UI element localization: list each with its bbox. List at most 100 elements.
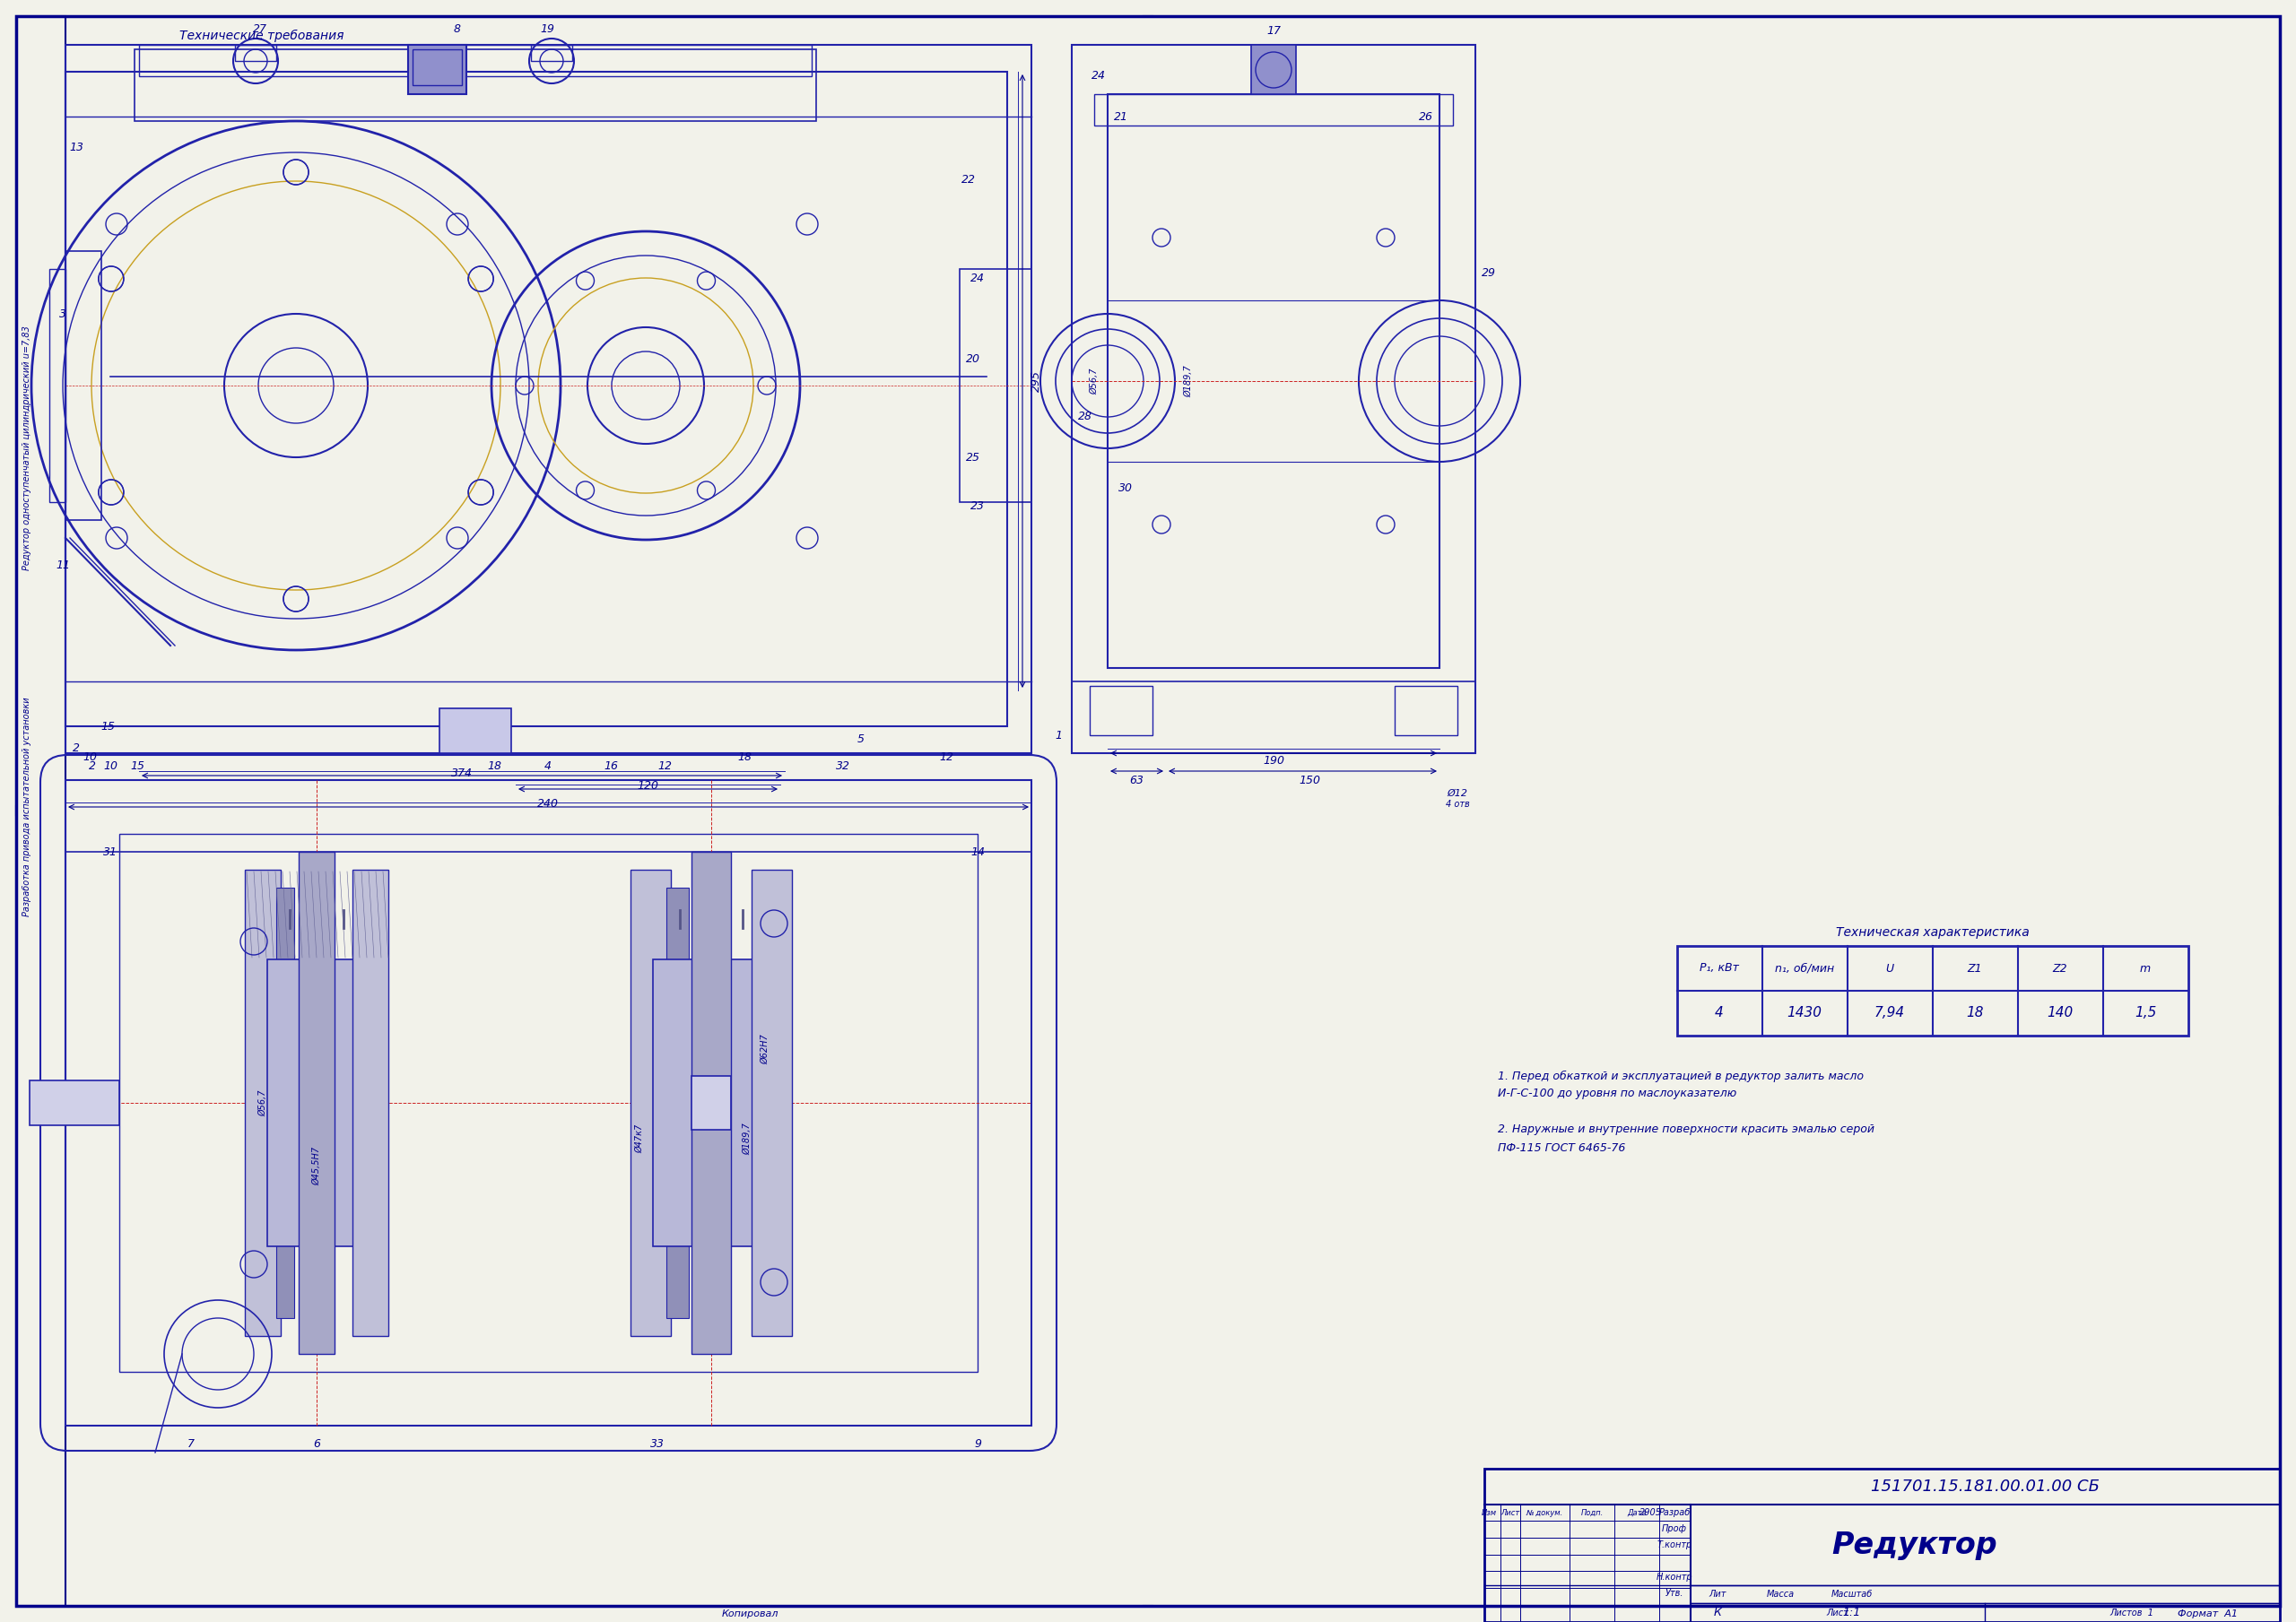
Bar: [276, 887, 294, 1319]
Bar: [234, 45, 276, 62]
Bar: [1483, 1468, 2280, 1622]
Text: 27: 27: [253, 23, 266, 34]
Text: 10: 10: [83, 753, 96, 764]
Text: 5: 5: [856, 733, 866, 746]
Bar: [1107, 94, 1440, 668]
Text: 9: 9: [974, 1437, 980, 1450]
Bar: [1095, 94, 1453, 125]
Text: Масштаб: Масштаб: [1832, 1590, 1874, 1599]
Text: 29: 29: [1481, 268, 1497, 279]
Bar: [140, 45, 813, 76]
Bar: [413, 49, 461, 86]
Text: 240: 240: [537, 798, 558, 809]
Bar: [1072, 45, 1476, 753]
Text: Утв.: Утв.: [1665, 1590, 1683, 1598]
Text: Техническая характеристика: Техническая характеристика: [1837, 926, 2030, 939]
Bar: [1251, 45, 1295, 94]
Text: P₁, кВт: P₁, кВт: [1699, 962, 1738, 975]
Bar: [631, 869, 670, 1337]
Text: 16: 16: [604, 761, 618, 772]
Text: 15: 15: [131, 761, 145, 772]
Text: Формат  А1: Формат А1: [2179, 1609, 2239, 1619]
Text: Разработка привода испытательной установки: Разработка привода испытательной установ…: [23, 697, 32, 916]
Text: Масса: Масса: [1766, 1590, 1793, 1599]
Text: 2: 2: [90, 761, 96, 772]
Text: 4 отв: 4 отв: [1446, 800, 1469, 809]
Text: 24: 24: [971, 272, 985, 284]
Text: 8: 8: [455, 23, 461, 34]
Text: 63: 63: [1130, 774, 1143, 787]
Text: 33: 33: [650, 1437, 664, 1450]
Text: Н.контр: Н.контр: [1655, 1573, 1692, 1581]
Bar: [298, 852, 335, 1354]
Text: 6: 6: [312, 1437, 319, 1450]
Text: U: U: [1885, 962, 1894, 975]
Text: 30: 30: [1118, 483, 1132, 495]
Text: 140: 140: [2048, 1007, 2073, 1020]
Bar: [1091, 686, 1153, 735]
Text: Ø62Н7: Ø62Н7: [760, 1033, 769, 1064]
Text: 3: 3: [60, 308, 67, 320]
Bar: [67, 780, 1031, 1426]
Text: 7: 7: [188, 1437, 195, 1450]
Text: Подп.: Подп.: [1580, 1508, 1603, 1517]
Bar: [67, 71, 1008, 727]
Bar: [16, 16, 67, 1606]
Text: К: К: [1713, 1606, 1722, 1619]
Text: Ø189,7: Ø189,7: [1185, 365, 1194, 397]
Text: 18: 18: [737, 753, 751, 764]
Text: Редуктор: Редуктор: [1832, 1530, 1998, 1560]
Bar: [135, 49, 815, 122]
Text: Лит: Лит: [1708, 1590, 1727, 1599]
Text: 374: 374: [450, 767, 473, 779]
Text: 18: 18: [487, 761, 501, 772]
Text: 12: 12: [939, 753, 953, 764]
Bar: [48, 269, 67, 503]
Text: 19: 19: [540, 23, 553, 34]
Text: Дата: Дата: [1628, 1508, 1646, 1517]
Text: 4: 4: [544, 761, 551, 772]
Text: 1: 1: [1054, 730, 1061, 741]
Text: 295: 295: [1031, 370, 1042, 393]
Text: 13: 13: [69, 143, 83, 154]
Bar: [409, 45, 466, 94]
Text: 2: 2: [73, 743, 80, 754]
Text: 1:1: 1:1: [1844, 1606, 1862, 1619]
Text: Z1: Z1: [1968, 962, 1981, 975]
Text: 151701.15.181.00.01.00 СБ: 151701.15.181.00.01.00 СБ: [1871, 1479, 2099, 1495]
Text: 26: 26: [1419, 110, 1433, 122]
Text: 17: 17: [1267, 26, 1281, 37]
Bar: [354, 869, 388, 1337]
Text: Ø56,7: Ø56,7: [1091, 368, 1100, 394]
Bar: [67, 780, 1031, 852]
Text: И-Г-С-100 до уровня по маслоуказателю: И-Г-С-100 до уровня по маслоуказателю: [1497, 1088, 1736, 1100]
Text: 25: 25: [967, 451, 980, 464]
Text: 4: 4: [1715, 1007, 1724, 1020]
Text: Т.контр: Т.контр: [1658, 1541, 1692, 1549]
Text: 32: 32: [836, 761, 850, 772]
Text: 1. Перед обкаткой и эксплуатацией в редуктор залить масло: 1. Перед обкаткой и эксплуатацией в реду…: [1497, 1071, 1864, 1082]
Text: 150: 150: [1300, 774, 1320, 787]
Bar: [1676, 946, 2188, 1035]
Text: 2905: 2905: [1639, 1508, 1662, 1517]
Bar: [439, 709, 512, 753]
Text: Лист: Лист: [1502, 1508, 1520, 1517]
Text: 120: 120: [636, 780, 659, 792]
Text: n₁, об/мин: n₁, об/мин: [1775, 962, 1835, 975]
Text: 14: 14: [971, 847, 985, 858]
Bar: [691, 852, 730, 1354]
Bar: [119, 834, 978, 1372]
Bar: [652, 959, 769, 1246]
Bar: [751, 869, 792, 1337]
Text: m: m: [2140, 962, 2151, 975]
Text: 11: 11: [55, 560, 69, 571]
Text: 31: 31: [103, 847, 117, 858]
Text: Листов  1: Листов 1: [2110, 1609, 2154, 1617]
Bar: [666, 887, 689, 1319]
Text: Лист: Лист: [1828, 1609, 1848, 1617]
Bar: [960, 269, 1031, 503]
Text: Копировал: Копировал: [721, 1609, 778, 1619]
Text: 7,94: 7,94: [1874, 1007, 1906, 1020]
Text: Разраб: Разраб: [1658, 1508, 1690, 1517]
Text: Ø12: Ø12: [1446, 788, 1467, 798]
